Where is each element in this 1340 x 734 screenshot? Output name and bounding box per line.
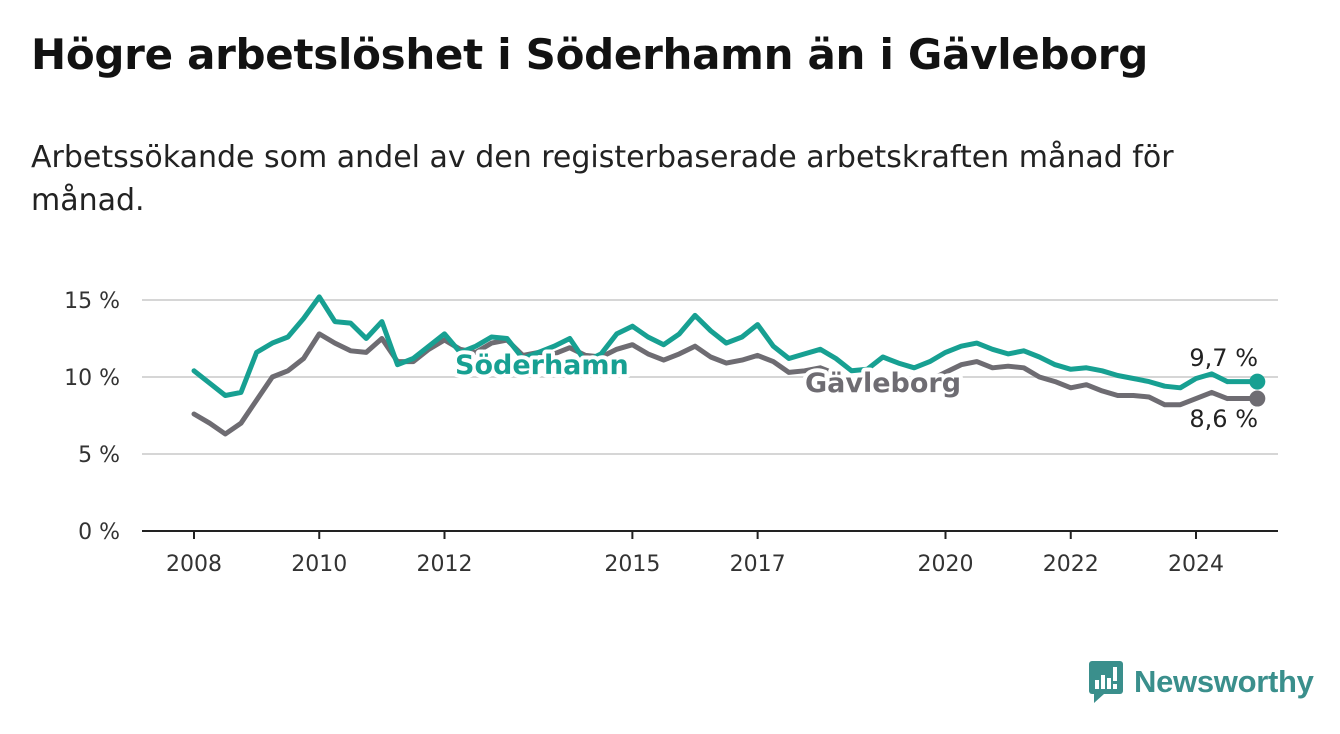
grid-lines — [142, 299, 1278, 455]
series-label-soderhamn: Söderhamn — [455, 350, 629, 381]
x-tick-label: 2024 — [1168, 552, 1224, 577]
x-axis: 2008 2010 2012 2015 2017 2020 2022 2024 — [166, 531, 1224, 577]
x-tick-label: 2017 — [730, 552, 786, 577]
series-labels: Söderhamn Gävleborg 9,7 % 8,6 % — [451, 341, 1261, 436]
x-tick-label: 2012 — [417, 552, 473, 577]
brand-name: Newsworthy — [1134, 664, 1314, 699]
y-tick-label: 0 % — [78, 520, 120, 545]
x-tick-label: 2020 — [918, 552, 974, 577]
end-label-gavleborg: 8,6 % — [1189, 405, 1258, 433]
series-label-gavleborg: Gävleborg — [805, 368, 961, 399]
y-tick-label: 10 % — [64, 366, 120, 391]
series-lines — [191, 294, 1266, 437]
series-line-gavleborg — [191, 331, 1230, 437]
newsworthy-logo-icon — [1089, 661, 1123, 703]
y-axis: 0 % 5 % 10 % 15 % — [64, 289, 120, 545]
page-subtitle: Arbetssökande som andel av den registerb… — [31, 140, 1174, 218]
brand: Newsworthy — [1088, 660, 1314, 704]
x-tick-label: 2015 — [604, 552, 660, 577]
y-tick-label: 15 % — [64, 289, 120, 314]
series-line-soderhamn — [191, 294, 1230, 398]
end-label-soderhamn: 9,7 % — [1189, 344, 1258, 372]
page-title: Högre arbetslöshet i Söderhamn än i Gävl… — [31, 30, 1148, 79]
x-tick-label: 2008 — [166, 552, 222, 577]
x-tick-label: 2022 — [1043, 552, 1099, 577]
y-tick-label: 5 % — [78, 443, 120, 468]
x-tick-label: 2010 — [291, 552, 347, 577]
